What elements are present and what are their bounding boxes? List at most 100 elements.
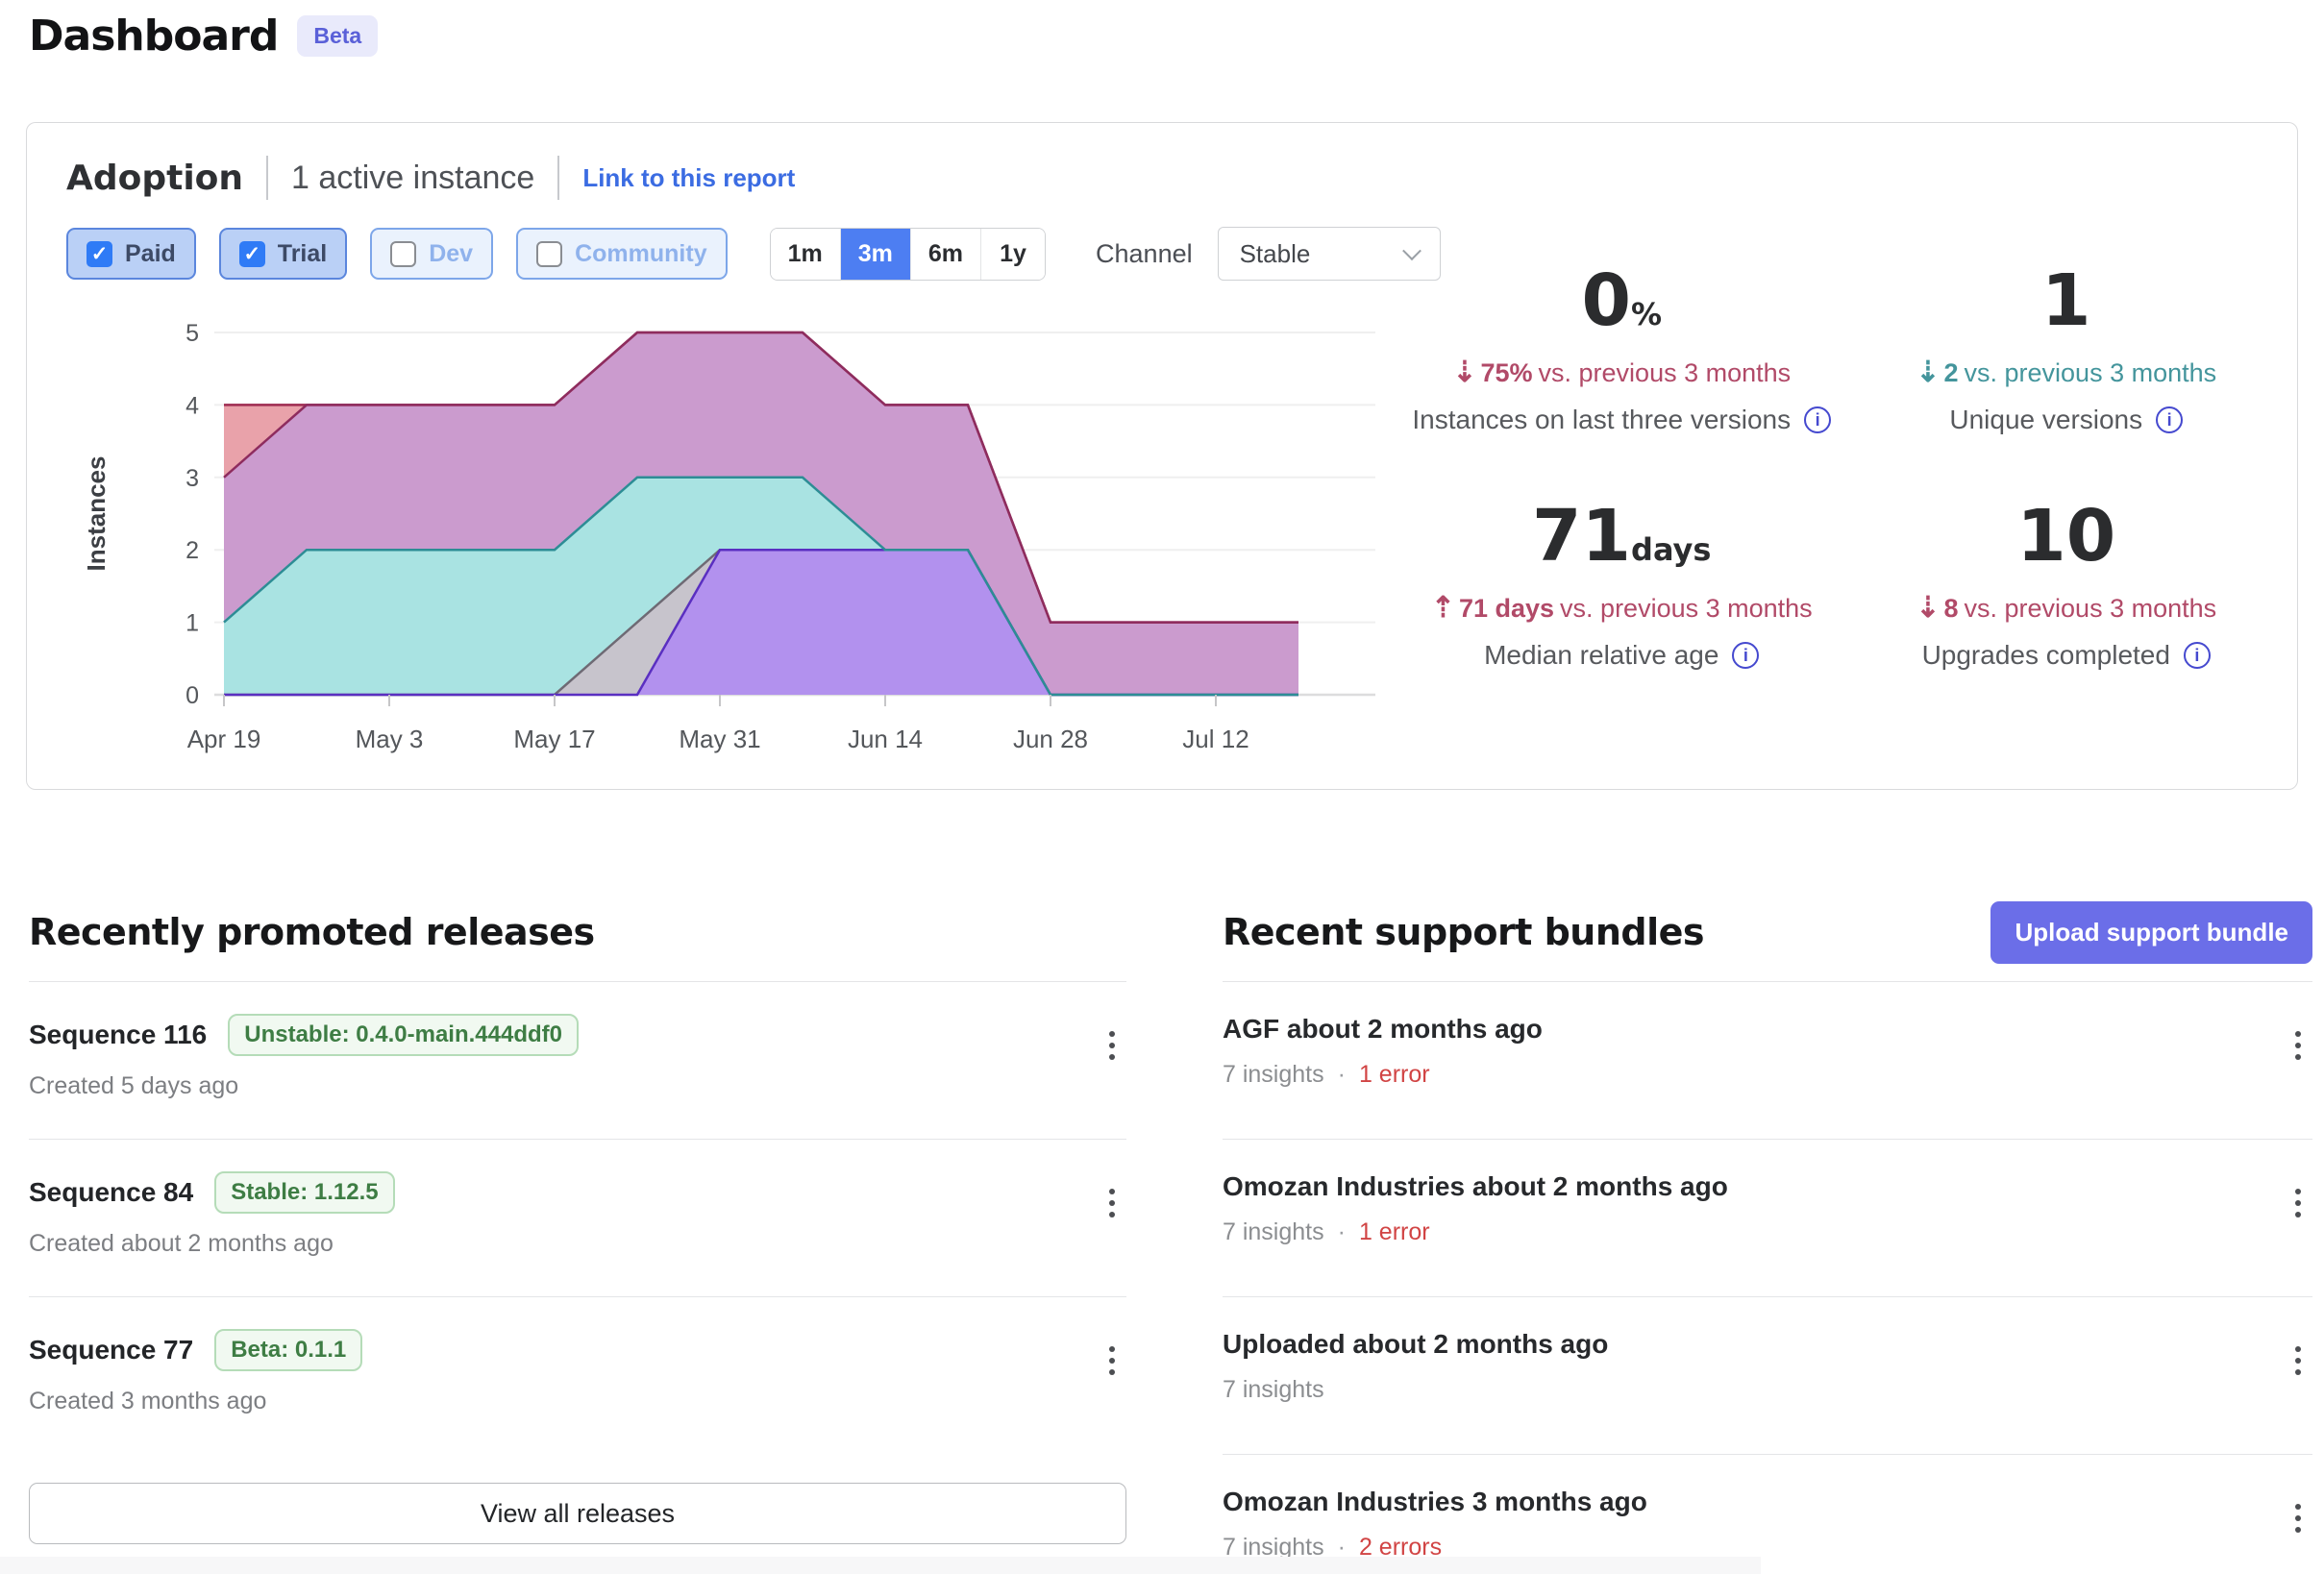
stat-label: Instances on last three versions [1399, 405, 1844, 435]
release-name: Sequence 77 [29, 1335, 194, 1365]
svg-text:May 17: May 17 [513, 725, 595, 753]
filter-chip-label: Dev [429, 239, 474, 267]
svg-text:1: 1 [185, 610, 199, 637]
active-instance-count: 1 active instance [291, 159, 535, 196]
svg-text:2: 2 [185, 537, 199, 564]
link-to-report[interactable]: Link to this report [582, 162, 796, 192]
kebab-menu-icon[interactable] [2289, 1025, 2307, 1066]
vertical-divider [557, 156, 560, 200]
info-icon[interactable] [2183, 642, 2211, 669]
dot-separator: · [1337, 1218, 1346, 1245]
dot-separator: · [1337, 1061, 1346, 1088]
bundles-header: Recent support bundles Upload support bu… [1223, 900, 2312, 964]
adoption-area-chart[interactable]: 0 1 2 3 4 5 Instances Apr 19 May 3 May 17 May 31 Ju… [80, 296, 1416, 776]
bundles-heading: Recent support bundles [1223, 911, 1705, 953]
stat-delta: ⇣ 2 vs. previous 3 months [1916, 357, 2217, 388]
time-range-6m[interactable]: 6m [910, 228, 982, 280]
bundle-title: Omozan Industries about 2 months ago [1223, 1171, 1728, 1201]
beta-badge: Beta [297, 15, 379, 57]
trend-down-icon: ⇣ [1452, 357, 1477, 388]
bundle-meta: 7 insights [1223, 1376, 2312, 1404]
release-channel-badge: Beta: 0.1.1 [214, 1329, 363, 1371]
kebab-menu-icon[interactable] [1103, 1183, 1121, 1223]
bundle-errors: 1 error [1358, 1218, 1430, 1245]
divider [1223, 1139, 2312, 1140]
svg-text:0: 0 [185, 682, 199, 709]
filter-chip-paid[interactable]: Paid [66, 228, 196, 280]
bundle-title: AGF about 2 months ago [1223, 1014, 1543, 1044]
kebab-menu-icon[interactable] [2289, 1498, 2307, 1538]
bundle-row-3[interactable]: Uploaded about 2 months ago 7 insights [1223, 1297, 2312, 1454]
adoption-controls: Paid Trial Dev Community 1m 3m 6m [66, 227, 1441, 281]
stat-label: Upgrades completed [1844, 640, 2289, 671]
license-filter-chips: Paid Trial Dev Community [66, 228, 728, 280]
svg-text:Jul 12: Jul 12 [1182, 725, 1249, 753]
kebab-menu-icon[interactable] [2289, 1340, 2307, 1381]
time-range-1m[interactable]: 1m [770, 228, 841, 280]
adoption-title: Adoption [66, 158, 244, 198]
divider [1223, 981, 2312, 982]
info-icon[interactable] [2156, 406, 2184, 433]
svg-text:3: 3 [185, 465, 199, 492]
view-all-releases-button[interactable]: View all releases [29, 1483, 1126, 1544]
stat-value: 71days [1532, 495, 1712, 578]
info-icon[interactable] [1804, 406, 1832, 433]
stat-unit: % [1630, 296, 1663, 332]
upload-support-bundle-button[interactable]: Upload support bundle [1990, 900, 2312, 964]
kebab-menu-icon[interactable] [1103, 1025, 1121, 1066]
checkbox-checked-icon[interactable] [87, 240, 112, 267]
release-title-line: Sequence 84 Stable: 1.12.5 [29, 1171, 1126, 1214]
releases-heading: Recently promoted releases [29, 911, 595, 953]
support-bundles-section: Recent support bundles Upload support bu… [1223, 900, 2312, 1574]
checkbox-checked-icon[interactable] [238, 240, 265, 267]
checkbox-unchecked-icon[interactable] [390, 240, 417, 267]
stat-value: 10 [2016, 495, 2116, 578]
kebab-menu-icon[interactable] [1103, 1340, 1121, 1381]
page-header: Dashboard Beta [29, 12, 379, 61]
bundle-meta: 7 insights · 2 errors [1223, 1534, 2312, 1562]
filter-chip-community[interactable]: Community [516, 228, 728, 280]
bundle-row-4[interactable]: Omozan Industries 3 months ago 7 insight… [1223, 1455, 2312, 1574]
time-range-1y[interactable]: 1y [981, 228, 1046, 280]
bundle-row-2[interactable]: Omozan Industries about 2 months ago 7 i… [1223, 1140, 2312, 1296]
svg-text:4: 4 [185, 392, 199, 419]
filter-chip-trial[interactable]: Trial [218, 228, 348, 280]
divider [29, 1139, 1126, 1140]
releases-header: Recently promoted releases [29, 901, 1126, 963]
svg-text:May 31: May 31 [679, 725, 760, 753]
filter-chip-dev[interactable]: Dev [370, 228, 494, 280]
kebab-menu-icon[interactable] [2289, 1183, 2307, 1223]
svg-text:5: 5 [185, 320, 199, 347]
svg-text:Jun 28: Jun 28 [1013, 725, 1088, 753]
release-created: Created about 2 months ago [29, 1230, 334, 1257]
filter-chip-label: Community [575, 239, 707, 267]
release-row-77[interactable]: Sequence 77 Beta: 0.1.1 Created 3 months… [29, 1297, 1126, 1454]
divider [1223, 1296, 2312, 1297]
channel-select[interactable]: Stable [1217, 227, 1441, 281]
release-title-line: Sequence 77 Beta: 0.1.1 [29, 1329, 1126, 1371]
release-created: Created 5 days ago [29, 1072, 239, 1099]
divider [29, 981, 1126, 982]
release-created: Created 3 months ago [29, 1388, 267, 1414]
bundle-insights: 7 insights [1223, 1061, 1324, 1088]
adoption-chart-area[interactable]: 0 1 2 3 4 5 Instances Apr 19 May 3 May 17 May 31 Ju… [80, 296, 1416, 776]
release-name: Sequence 116 [29, 1020, 208, 1049]
stat-unique-versions: 1 ⇣ 2 vs. previous 3 months Unique version… [1844, 265, 2289, 435]
trend-up-icon: ⇡ [1430, 592, 1455, 624]
stat-delta: ⇣ 75% vs. previous 3 months [1452, 357, 1792, 388]
bundle-errors: 2 errors [1358, 1534, 1443, 1561]
stat-delta: ⇡ 71 days vs. previous 3 months [1430, 592, 1813, 624]
trend-down-icon: ⇣ [1916, 592, 1941, 624]
next-section-edge [0, 1557, 1761, 1574]
bundle-insights: 7 insights [1223, 1376, 1324, 1403]
time-range-3m-selected[interactable]: 3m [840, 228, 911, 280]
info-icon[interactable] [1732, 642, 1760, 669]
stat-median-relative-age: 71days ⇡ 71 days vs. previous 3 months Med… [1399, 501, 1844, 671]
bundle-row-1[interactable]: AGF about 2 months ago 7 insights · 1 er… [1223, 982, 2312, 1139]
adoption-card-header: Adoption 1 active instance Link to this … [66, 156, 795, 200]
release-row-116[interactable]: Sequence 116 Unstable: 0.4.0-main.444ddf… [29, 982, 1126, 1139]
release-row-84[interactable]: Sequence 84 Stable: 1.12.5 Created about… [29, 1140, 1126, 1296]
checkbox-unchecked-icon[interactable] [536, 240, 563, 267]
adoption-card: Adoption 1 active instance Link to this … [26, 122, 2298, 790]
